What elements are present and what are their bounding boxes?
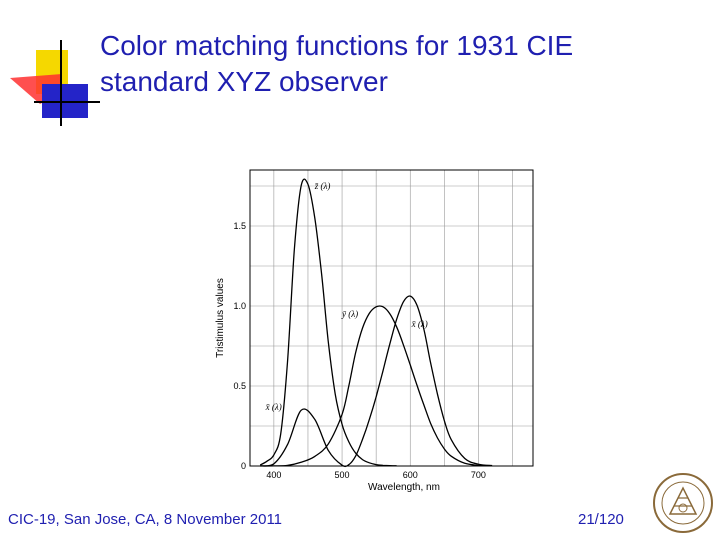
- slide-title-line2: standard XYZ observer: [100, 66, 388, 97]
- x-tick-label: 700: [471, 470, 486, 480]
- x-tick-label: 500: [335, 470, 350, 480]
- curve-y-bar: [260, 305, 493, 467]
- slide-title-line1: Color matching functions for 1931 CIE: [100, 30, 574, 61]
- y-tick-label: 0.5: [233, 381, 246, 391]
- curve-label: ȳ (λ): [341, 309, 358, 319]
- curve-labels: z̄ (λ) ȳ (λ) x̄ (λ) x̄ (λ): [265, 181, 428, 412]
- slide-footer: CIC-19, San Jose, CA, 8 November 2011: [8, 511, 283, 528]
- y-tick-label: 1.0: [233, 301, 246, 311]
- x-tick-label: 600: [403, 470, 418, 480]
- slide-title: Color matching functions for 1931 CIE st…: [100, 28, 700, 100]
- curve-x-bar: [260, 295, 493, 468]
- curve-z-bar: [259, 178, 397, 467]
- x-tick-label: 400: [266, 470, 281, 480]
- chart-grid: [250, 170, 533, 466]
- y-axis-label: Tristimulus values: [215, 278, 226, 358]
- curve-label: x̄ (λ): [411, 319, 428, 329]
- x-axis-label: Wavelength, nm: [368, 482, 440, 493]
- curve-label: z̄ (λ): [314, 181, 331, 191]
- y-tick-label: 0: [241, 461, 246, 471]
- chart-curves: [259, 178, 493, 468]
- corner-decoration: [10, 40, 100, 126]
- university-seal-logo: [653, 473, 713, 533]
- plot-frame: [249, 169, 534, 467]
- y-tick-label: 1.5: [233, 221, 246, 231]
- page-number: 21/120: [578, 511, 624, 528]
- curve-label: x̄ (λ): [265, 402, 282, 412]
- axis-ticks: 400 500 600 700 0 0.5 1.0 1.5: [233, 221, 485, 480]
